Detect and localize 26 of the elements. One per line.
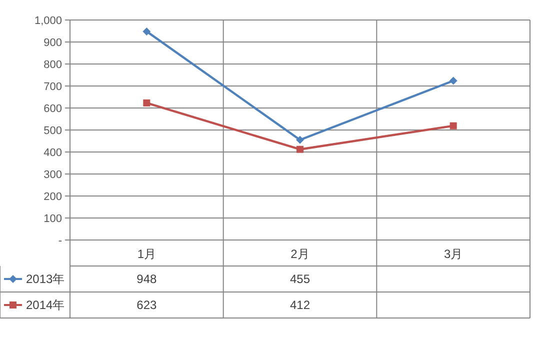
point: [296, 146, 304, 153]
data-label: 412: [290, 298, 310, 312]
y-tick-label: -: [58, 235, 62, 247]
point: [296, 136, 304, 144]
point: [143, 99, 150, 106]
data-label: 623: [136, 298, 157, 312]
y-tick-label: 400: [44, 147, 62, 159]
data-label: 948: [136, 272, 157, 286]
y-tick-label: 600: [44, 103, 62, 115]
y-tick-label: 1,000: [34, 15, 62, 27]
y-tick-label: 800: [44, 59, 62, 71]
y-tick-label: 300: [44, 169, 62, 181]
x-tick-label: 2月: [290, 247, 310, 261]
data-label: 455: [290, 272, 310, 286]
legend-label: 2013年: [26, 272, 65, 286]
x-tick-label: 3月: [444, 247, 463, 261]
x-tick-label: 1月: [137, 247, 156, 261]
y-tick-label: 200: [44, 191, 62, 203]
point: [449, 76, 458, 85]
point: [142, 27, 151, 36]
y-tick-label: 700: [44, 81, 62, 93]
y-tick-label: 900: [44, 37, 62, 49]
point: [450, 122, 457, 130]
y-tick-label: 500: [44, 125, 62, 137]
legend-label: 2014年: [26, 298, 65, 312]
y-tick-label: 100: [44, 213, 62, 225]
